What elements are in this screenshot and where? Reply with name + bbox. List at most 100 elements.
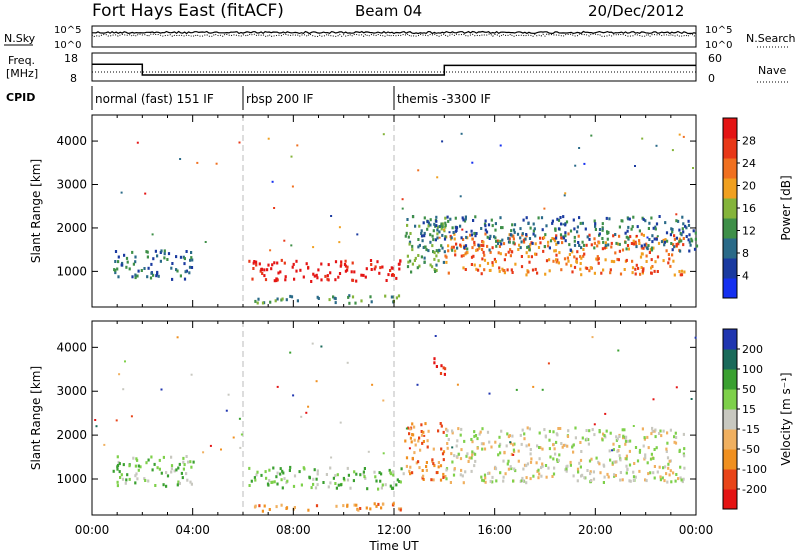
range-cell — [425, 248, 428, 252]
range-cell — [406, 265, 410, 269]
range-cell — [444, 216, 447, 220]
range-cell — [472, 219, 475, 222]
range-cell — [514, 469, 517, 473]
range-cell — [185, 269, 188, 273]
range-cell — [444, 254, 447, 258]
range-cell — [464, 268, 467, 271]
range-cell — [116, 480, 119, 484]
cpid-segment-label: normal (fast) 151 IF — [95, 92, 214, 106]
range-cell — [445, 468, 448, 472]
range-cell — [644, 456, 647, 460]
range-cell — [255, 263, 258, 267]
range-cell — [351, 261, 354, 265]
range-cell — [484, 224, 487, 228]
range-cell — [196, 161, 199, 164]
range-cell — [663, 240, 666, 244]
range-cell — [614, 474, 617, 477]
range-cell — [159, 251, 162, 254]
range-cell — [532, 229, 535, 233]
range-cell — [413, 438, 416, 442]
range-cell — [404, 439, 407, 443]
range-cell — [583, 476, 586, 480]
range-cell — [576, 467, 580, 471]
range-cell — [156, 254, 159, 258]
range-cell — [579, 255, 582, 259]
range-cell — [557, 218, 561, 222]
range-cell — [650, 258, 653, 262]
range-cell — [473, 231, 476, 235]
range-cell — [281, 469, 284, 473]
range-cell — [190, 251, 193, 254]
range-cell — [678, 240, 681, 244]
range-cell — [256, 470, 259, 474]
range-cell — [577, 241, 580, 244]
range-cell — [420, 433, 424, 437]
range-cell — [366, 487, 369, 491]
range-cell — [125, 256, 129, 260]
range-cell — [641, 252, 644, 256]
range-cell — [556, 258, 559, 262]
range-cell — [390, 266, 393, 270]
range-cell — [405, 427, 408, 430]
range-cell — [339, 421, 342, 424]
range-cell — [625, 454, 628, 458]
range-cell — [122, 463, 125, 467]
range-cell — [427, 221, 430, 225]
range-cell — [112, 469, 115, 473]
range-cell — [502, 459, 505, 463]
range-cell — [178, 462, 181, 466]
range-cell — [645, 254, 648, 258]
range-cell — [116, 484, 119, 488]
range-cell — [392, 470, 395, 474]
range-cell — [459, 473, 462, 477]
range-cell — [137, 464, 140, 468]
range-cell — [667, 253, 670, 256]
range-cell — [446, 446, 449, 450]
range-cell — [557, 241, 560, 245]
range-cell — [507, 250, 510, 254]
freq-trace — [92, 63, 696, 76]
range-cell — [473, 464, 476, 468]
range-cell — [555, 236, 558, 240]
range-cell — [280, 298, 283, 302]
range-cell — [660, 240, 664, 244]
range-cell — [659, 429, 662, 433]
colorbar-swatch — [723, 469, 737, 490]
range-cell — [179, 158, 182, 160]
range-cell — [560, 268, 563, 272]
range-cell — [450, 236, 453, 240]
range-cell — [447, 219, 450, 223]
nsky-label: N.Sky — [4, 32, 36, 45]
range-cell — [202, 451, 205, 454]
range-cell — [266, 482, 270, 486]
range-cell — [456, 246, 459, 250]
range-cell — [497, 242, 500, 245]
range-cell — [651, 426, 654, 430]
range-cell — [373, 470, 376, 474]
range-cell — [471, 453, 474, 457]
range-cell — [204, 241, 207, 243]
range-cell — [355, 279, 358, 283]
range-cell — [608, 449, 611, 453]
range-cell — [421, 469, 424, 472]
range-cell — [395, 483, 398, 487]
range-cell — [524, 237, 527, 241]
range-cell — [315, 504, 319, 508]
range-cell — [579, 267, 582, 271]
range-cell — [541, 228, 544, 232]
range-cell — [675, 244, 678, 248]
range-cell — [423, 234, 426, 238]
range-cell — [189, 460, 192, 464]
range-cell — [577, 470, 580, 474]
y-tick-label: 2000 — [56, 221, 87, 235]
range-cell — [489, 268, 492, 272]
range-cell — [495, 239, 498, 243]
range-cell — [604, 412, 607, 415]
range-cell — [407, 426, 410, 430]
range-cell — [682, 477, 685, 481]
range-cell — [359, 473, 362, 477]
range-cell — [123, 253, 126, 257]
range-cell — [417, 439, 420, 443]
range-cell — [396, 478, 399, 482]
